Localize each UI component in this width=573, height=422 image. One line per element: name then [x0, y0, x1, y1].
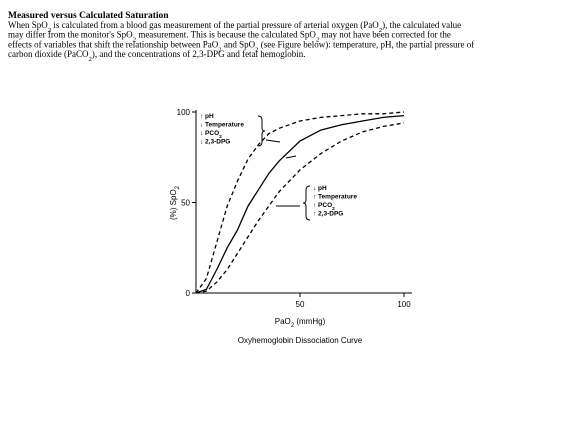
- text-segment: 2: [379, 27, 382, 34]
- text-segment: measurement. This is because the calcula…: [136, 30, 316, 40]
- text-segment: may differ from the monitor's SpO: [8, 30, 133, 40]
- curve: [195, 122, 405, 294]
- text-segment: may not have been corrected for the: [319, 30, 451, 40]
- arrow-line: [265, 139, 281, 143]
- annotation-markers: [257, 115, 311, 221]
- y-axis-label: (%) SpO2: [169, 185, 181, 220]
- paragraph-line: effects of variables that shift the rela…: [8, 39, 474, 53]
- text-segment: ↑ Temperature: [313, 194, 357, 201]
- paragraph-line: When SpO2 is calculated from a blood gas…: [8, 20, 461, 34]
- text-segment: ↓ Temperature: [200, 122, 244, 129]
- text-segment: 2: [316, 36, 319, 43]
- text-segment: (mmHg): [294, 317, 325, 326]
- arrow-line: [285, 155, 297, 159]
- text-segment: ↓ 2,3-DPG: [200, 139, 230, 146]
- text-segment: 2: [88, 56, 91, 63]
- text-segment: 2: [133, 36, 136, 43]
- text-segment: (%) SpO: [169, 189, 178, 220]
- text-segment: ), the calculated value: [382, 20, 461, 30]
- text-segment: 2: [48, 27, 51, 34]
- annotation: ↑ pH: [200, 113, 214, 120]
- text-segment: 2: [255, 46, 258, 53]
- text-segment: is calculated from a blood gas measureme…: [51, 20, 379, 30]
- text-segment: 2: [332, 206, 335, 212]
- paragraph-line: may differ from the monitor's SpO2 measu…: [8, 30, 451, 44]
- text-segment: ↑ 2,3-DPG: [313, 211, 343, 218]
- text-segment: effects of variables that shift the rela…: [8, 39, 219, 49]
- paragraph-line: carbon dioxide (PaCO2), and the concentr…: [8, 49, 306, 63]
- annotation: ↓ 2,3-DPG: [200, 139, 230, 146]
- text-segment: ↑ PCO: [313, 202, 332, 209]
- brace: [302, 185, 311, 221]
- text-segment: 2: [291, 323, 295, 329]
- annotation: ↑ 2,3-DPG: [313, 211, 343, 218]
- curve: [195, 114, 405, 294]
- annotation: ↓ PCO2: [200, 130, 222, 140]
- y-tick-label: 50: [181, 199, 190, 208]
- x-axis-label: PaO2 (mmHg): [275, 317, 326, 329]
- brace: [257, 115, 266, 147]
- text-segment: ↓ PCO: [200, 130, 219, 137]
- text-segment: (see Figure below): temperature, pH, the…: [259, 39, 475, 49]
- chart-title: Oxyhemoglobin Dissociation Curve: [238, 336, 363, 345]
- plot-frame: [195, 110, 412, 294]
- text-segment: carbon dioxide (PaCO: [8, 49, 89, 59]
- text-segment: 2: [219, 134, 222, 140]
- text-segment: 2: [218, 46, 221, 53]
- text-segment: ), and the concentrations of 2,3-DPG and…: [92, 49, 306, 59]
- x-tick-label: 50: [296, 300, 305, 309]
- text-segment: When SpO: [8, 20, 48, 30]
- annotation: ↑ Temperature: [313, 194, 357, 201]
- x-tick-label: 100: [397, 300, 411, 309]
- y-tick-label: 100: [177, 108, 191, 117]
- annotation: ↓ pH: [313, 185, 327, 192]
- curve: [195, 111, 405, 294]
- text-segment: ↑ pH: [200, 113, 214, 120]
- annotation: ↓ Temperature: [200, 122, 244, 129]
- text-segment: 2: [175, 185, 181, 189]
- text-segment: ↓ pH: [313, 185, 327, 192]
- doc-title: Measured versus Calculated Saturation: [8, 11, 169, 21]
- text-segment: PaO: [275, 317, 291, 326]
- annotation: ↑ PCO2: [313, 202, 335, 212]
- y-tick-label: 0: [186, 289, 191, 298]
- text-segment: and SpO: [222, 39, 256, 49]
